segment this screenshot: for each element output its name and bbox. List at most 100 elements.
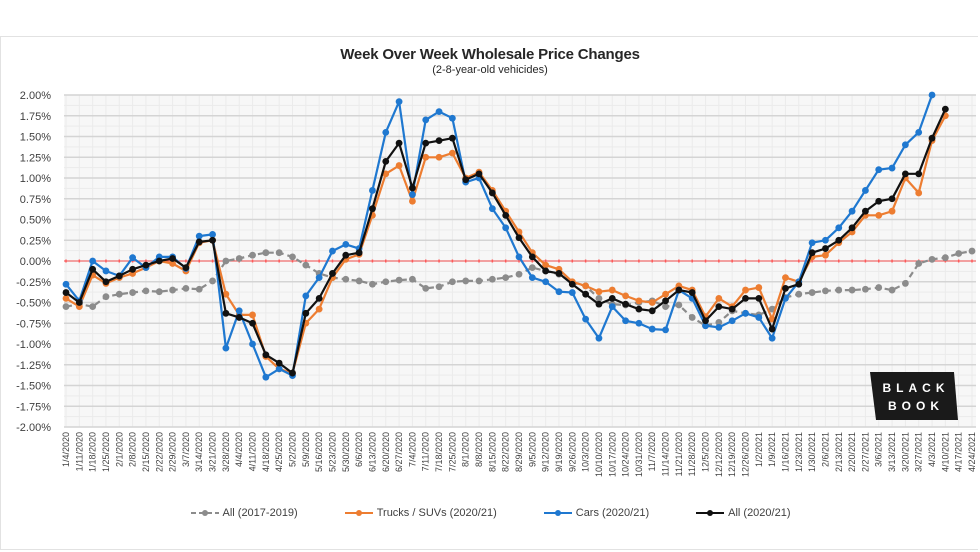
data-point: [755, 284, 763, 291]
data-point: [222, 344, 230, 352]
data-point: [555, 288, 563, 296]
y-tick-label: 0.50%: [20, 215, 51, 227]
data-point: [435, 137, 443, 145]
data-point: [675, 301, 683, 309]
x-tick-label: 3/20/2021: [900, 432, 910, 472]
legend-item-all-2017-2019[interactable]: All (2017-2019): [190, 507, 298, 519]
data-point: [448, 278, 456, 286]
data-point: [848, 207, 856, 215]
y-tick-label: -1.00%: [16, 339, 51, 351]
data-point: [648, 325, 656, 333]
data-point: [928, 255, 936, 263]
data-point: [302, 261, 310, 269]
data-point: [715, 319, 723, 326]
data-point: [635, 305, 643, 313]
y-tick-label: 1.75%: [20, 111, 51, 123]
data-point: [742, 286, 749, 294]
data-point: [62, 289, 70, 296]
y-tick-label: 1.25%: [20, 152, 51, 164]
x-tick-label: 4/10/2021: [940, 432, 950, 472]
y-tick-label: 0.00%: [20, 256, 51, 268]
legend-item-trucks-suvs[interactable]: Trucks / SUVs (2020/21): [344, 507, 497, 519]
data-point: [289, 369, 296, 377]
data-point: [182, 284, 190, 292]
data-point: [102, 278, 110, 286]
data-point: [89, 257, 97, 265]
data-point: [395, 276, 403, 284]
x-tick-label: 2/1/2020: [114, 432, 124, 467]
x-tick-label: 11/14/2020: [661, 432, 671, 476]
data-point: [409, 275, 416, 283]
legend-item-cars[interactable]: Cars (2020/21): [543, 507, 649, 519]
data-point: [742, 309, 749, 317]
data-point: [409, 197, 416, 205]
x-tick-label: 9/5/2020: [527, 432, 537, 467]
x-tick-label: 1/4/2020: [61, 432, 71, 467]
x-tick-label: 5/30/2020: [341, 432, 351, 472]
x-tick-label: 4/25/2020: [274, 432, 284, 472]
data-point: [169, 286, 176, 294]
x-tick-label: 4/4/2020: [234, 432, 244, 467]
x-tick-label: 3/27/2021: [914, 432, 924, 472]
data-point: [395, 139, 403, 147]
data-point: [315, 294, 323, 302]
x-tick-label: 1/25/2020: [101, 432, 111, 472]
x-tick-label: 5/2/2020: [288, 432, 298, 467]
legend-item-all-2020-21[interactable]: All (2020/21): [695, 507, 791, 519]
x-tick-label: 11/28/2020: [687, 432, 697, 476]
data-point: [888, 286, 896, 294]
y-tick-label: -0.50%: [16, 298, 51, 310]
x-tick-label: 10/31/2020: [634, 432, 644, 477]
data-point: [275, 365, 283, 373]
x-tick-label: 8/29/2020: [514, 432, 524, 472]
data-point: [582, 315, 590, 323]
data-point: [715, 303, 723, 311]
data-point: [528, 274, 536, 281]
data-point: [102, 267, 110, 275]
legend-label: All (2017-2019): [222, 507, 298, 519]
x-tick-label: 4/17/2021: [954, 432, 964, 472]
data-point: [369, 205, 376, 213]
data-point: [369, 280, 376, 288]
x-tick-label: 2/22/2020: [154, 432, 164, 472]
data-point: [315, 274, 323, 281]
data-point: [422, 139, 430, 147]
data-point: [648, 307, 656, 315]
data-point: [808, 289, 816, 296]
data-point: [488, 275, 496, 283]
data-point: [715, 324, 723, 331]
x-tick-label: 3/7/2020: [181, 432, 191, 467]
data-point: [235, 255, 243, 262]
data-point: [488, 205, 496, 213]
data-point: [249, 251, 256, 259]
data-point: [409, 191, 416, 199]
data-point: [355, 277, 363, 285]
legend-marker-black-icon: [696, 510, 725, 516]
data-point: [595, 294, 603, 302]
data-point: [662, 326, 669, 334]
data-point: [928, 91, 936, 99]
data-point: [329, 247, 336, 255]
data-point: [782, 274, 789, 281]
data-point: [155, 288, 163, 296]
data-point: [555, 270, 563, 277]
data-point: [875, 284, 883, 291]
data-point: [115, 272, 123, 280]
x-tick-label: 3/6/2021: [874, 432, 884, 467]
x-tick-label: 12/19/2020: [727, 432, 737, 477]
data-point: [115, 290, 123, 298]
data-point: [888, 195, 896, 203]
x-tick-label: 2/13/2021: [834, 432, 844, 472]
data-point: [235, 307, 243, 315]
x-tick-label: 4/24/2021: [967, 432, 977, 472]
data-point: [808, 239, 816, 247]
data-point: [875, 166, 883, 174]
data-point: [835, 286, 843, 294]
data-point: [835, 236, 843, 244]
data-point: [702, 317, 709, 325]
data-point: [422, 284, 430, 292]
data-point: [755, 314, 763, 321]
x-tick-label: 6/27/2020: [394, 432, 404, 472]
y-tick-label: 1.50%: [20, 132, 51, 144]
data-point: [289, 253, 296, 261]
